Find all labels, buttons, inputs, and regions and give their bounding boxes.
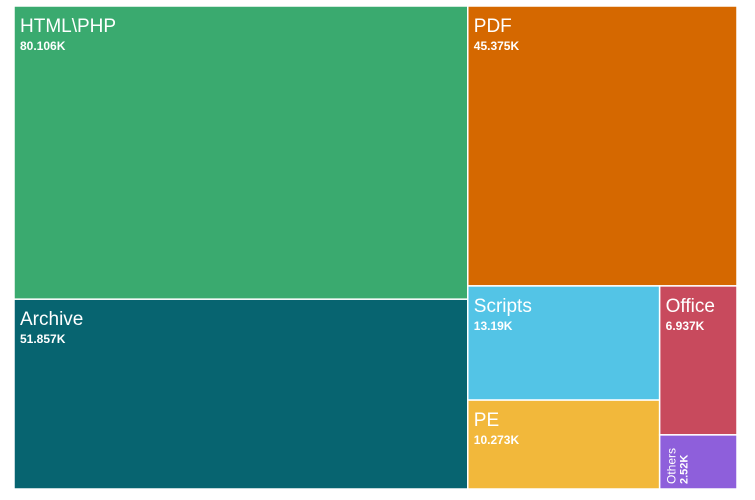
tile-rect: [658, 434, 738, 490]
tile-value: 80.106K: [20, 39, 66, 53]
tile: Office 6.937K: [658, 285, 738, 436]
tile-value: 13.19K: [474, 319, 513, 333]
tile-rect: [467, 5, 738, 287]
tile: Scripts 13.19K: [467, 285, 661, 401]
tile-rect: [467, 399, 661, 490]
tile-value: 6.937K: [666, 319, 705, 333]
tile: PE 10.273K: [467, 399, 661, 490]
tile-rect: [13, 5, 469, 300]
tile: Archive 51.857K: [13, 298, 469, 490]
tile-value: 10.273K: [474, 433, 520, 447]
tile: Others 2.52K: [658, 434, 738, 490]
tile: PDF 45.375K: [467, 5, 738, 287]
tile-name: Office: [666, 296, 715, 317]
tile-value: 51.857K: [20, 332, 66, 346]
tile-name: PDF: [474, 16, 512, 37]
tile-name: PE: [474, 410, 499, 431]
tile-value: 2.52K: [679, 455, 691, 484]
tile-name: Scripts: [474, 296, 532, 317]
tile-name: HTML\PHP: [20, 16, 116, 37]
tile-value: 45.375K: [474, 39, 520, 53]
tile-name: Others: [665, 448, 679, 484]
tile-rect: [13, 298, 469, 490]
tile-name: Archive: [20, 309, 83, 330]
tile-rect: [467, 285, 661, 401]
tile: HTML\PHP 80.106K: [13, 5, 469, 300]
